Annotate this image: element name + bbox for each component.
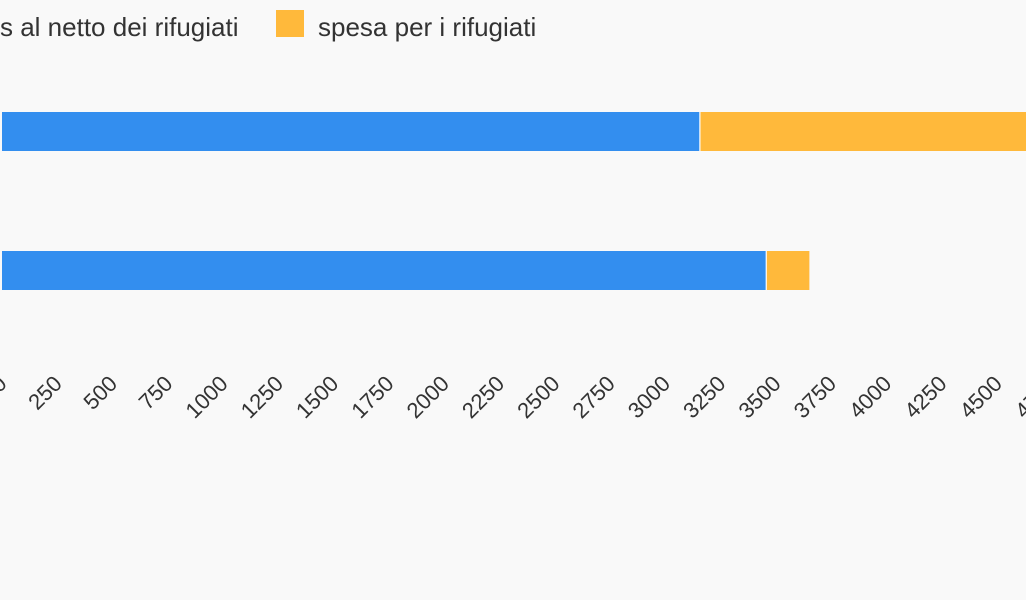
- x-tick-label: 1750: [346, 371, 398, 423]
- bars: [2, 112, 1026, 290]
- chart-legend: s al netto dei rifugiati spesa per i rif…: [0, 10, 536, 42]
- legend-label-series-1: s al netto dei rifugiati: [0, 12, 238, 42]
- x-tick-label: 750: [134, 371, 178, 415]
- x-tick-label: 4500: [955, 371, 1007, 423]
- bar-segment-row-2-series-2: [766, 251, 810, 290]
- x-tick-label: 3000: [623, 371, 675, 423]
- bar-segment-row-1-series-1: [2, 112, 700, 151]
- bar-segment-row-2-series-1: [2, 251, 767, 290]
- x-tick-label: 2500: [512, 371, 564, 423]
- x-axis-tick-labels: 0 250 500 750 1000 1250 1500 1750 2000 2250 2500 27…: [0, 371, 1026, 423]
- x-tick-label: 1250: [236, 371, 288, 423]
- x-tick-label: 2250: [457, 371, 509, 423]
- legend-label-series-2: spesa per i rifugiati: [318, 12, 536, 42]
- x-tick-label: 0: [0, 371, 12, 397]
- bar-segment-row-1-series-2: [699, 112, 1026, 151]
- x-tick-label: 2000: [402, 371, 454, 423]
- x-tick-label: 2750: [568, 371, 620, 423]
- x-tick-label: 3500: [733, 371, 785, 423]
- x-tick-label: 500: [78, 371, 122, 415]
- x-tick-label: 4750: [1010, 371, 1026, 423]
- x-tick-label: 4000: [844, 371, 896, 423]
- x-tick-label: 4250: [899, 371, 951, 423]
- legend-swatch-series-2: [276, 10, 304, 37]
- x-tick-label: 1000: [180, 371, 232, 423]
- x-tick-label: 1500: [291, 371, 343, 423]
- x-tick-label: 3750: [789, 371, 841, 423]
- x-tick-label: 250: [23, 371, 67, 415]
- x-tick-label: 3250: [678, 371, 730, 423]
